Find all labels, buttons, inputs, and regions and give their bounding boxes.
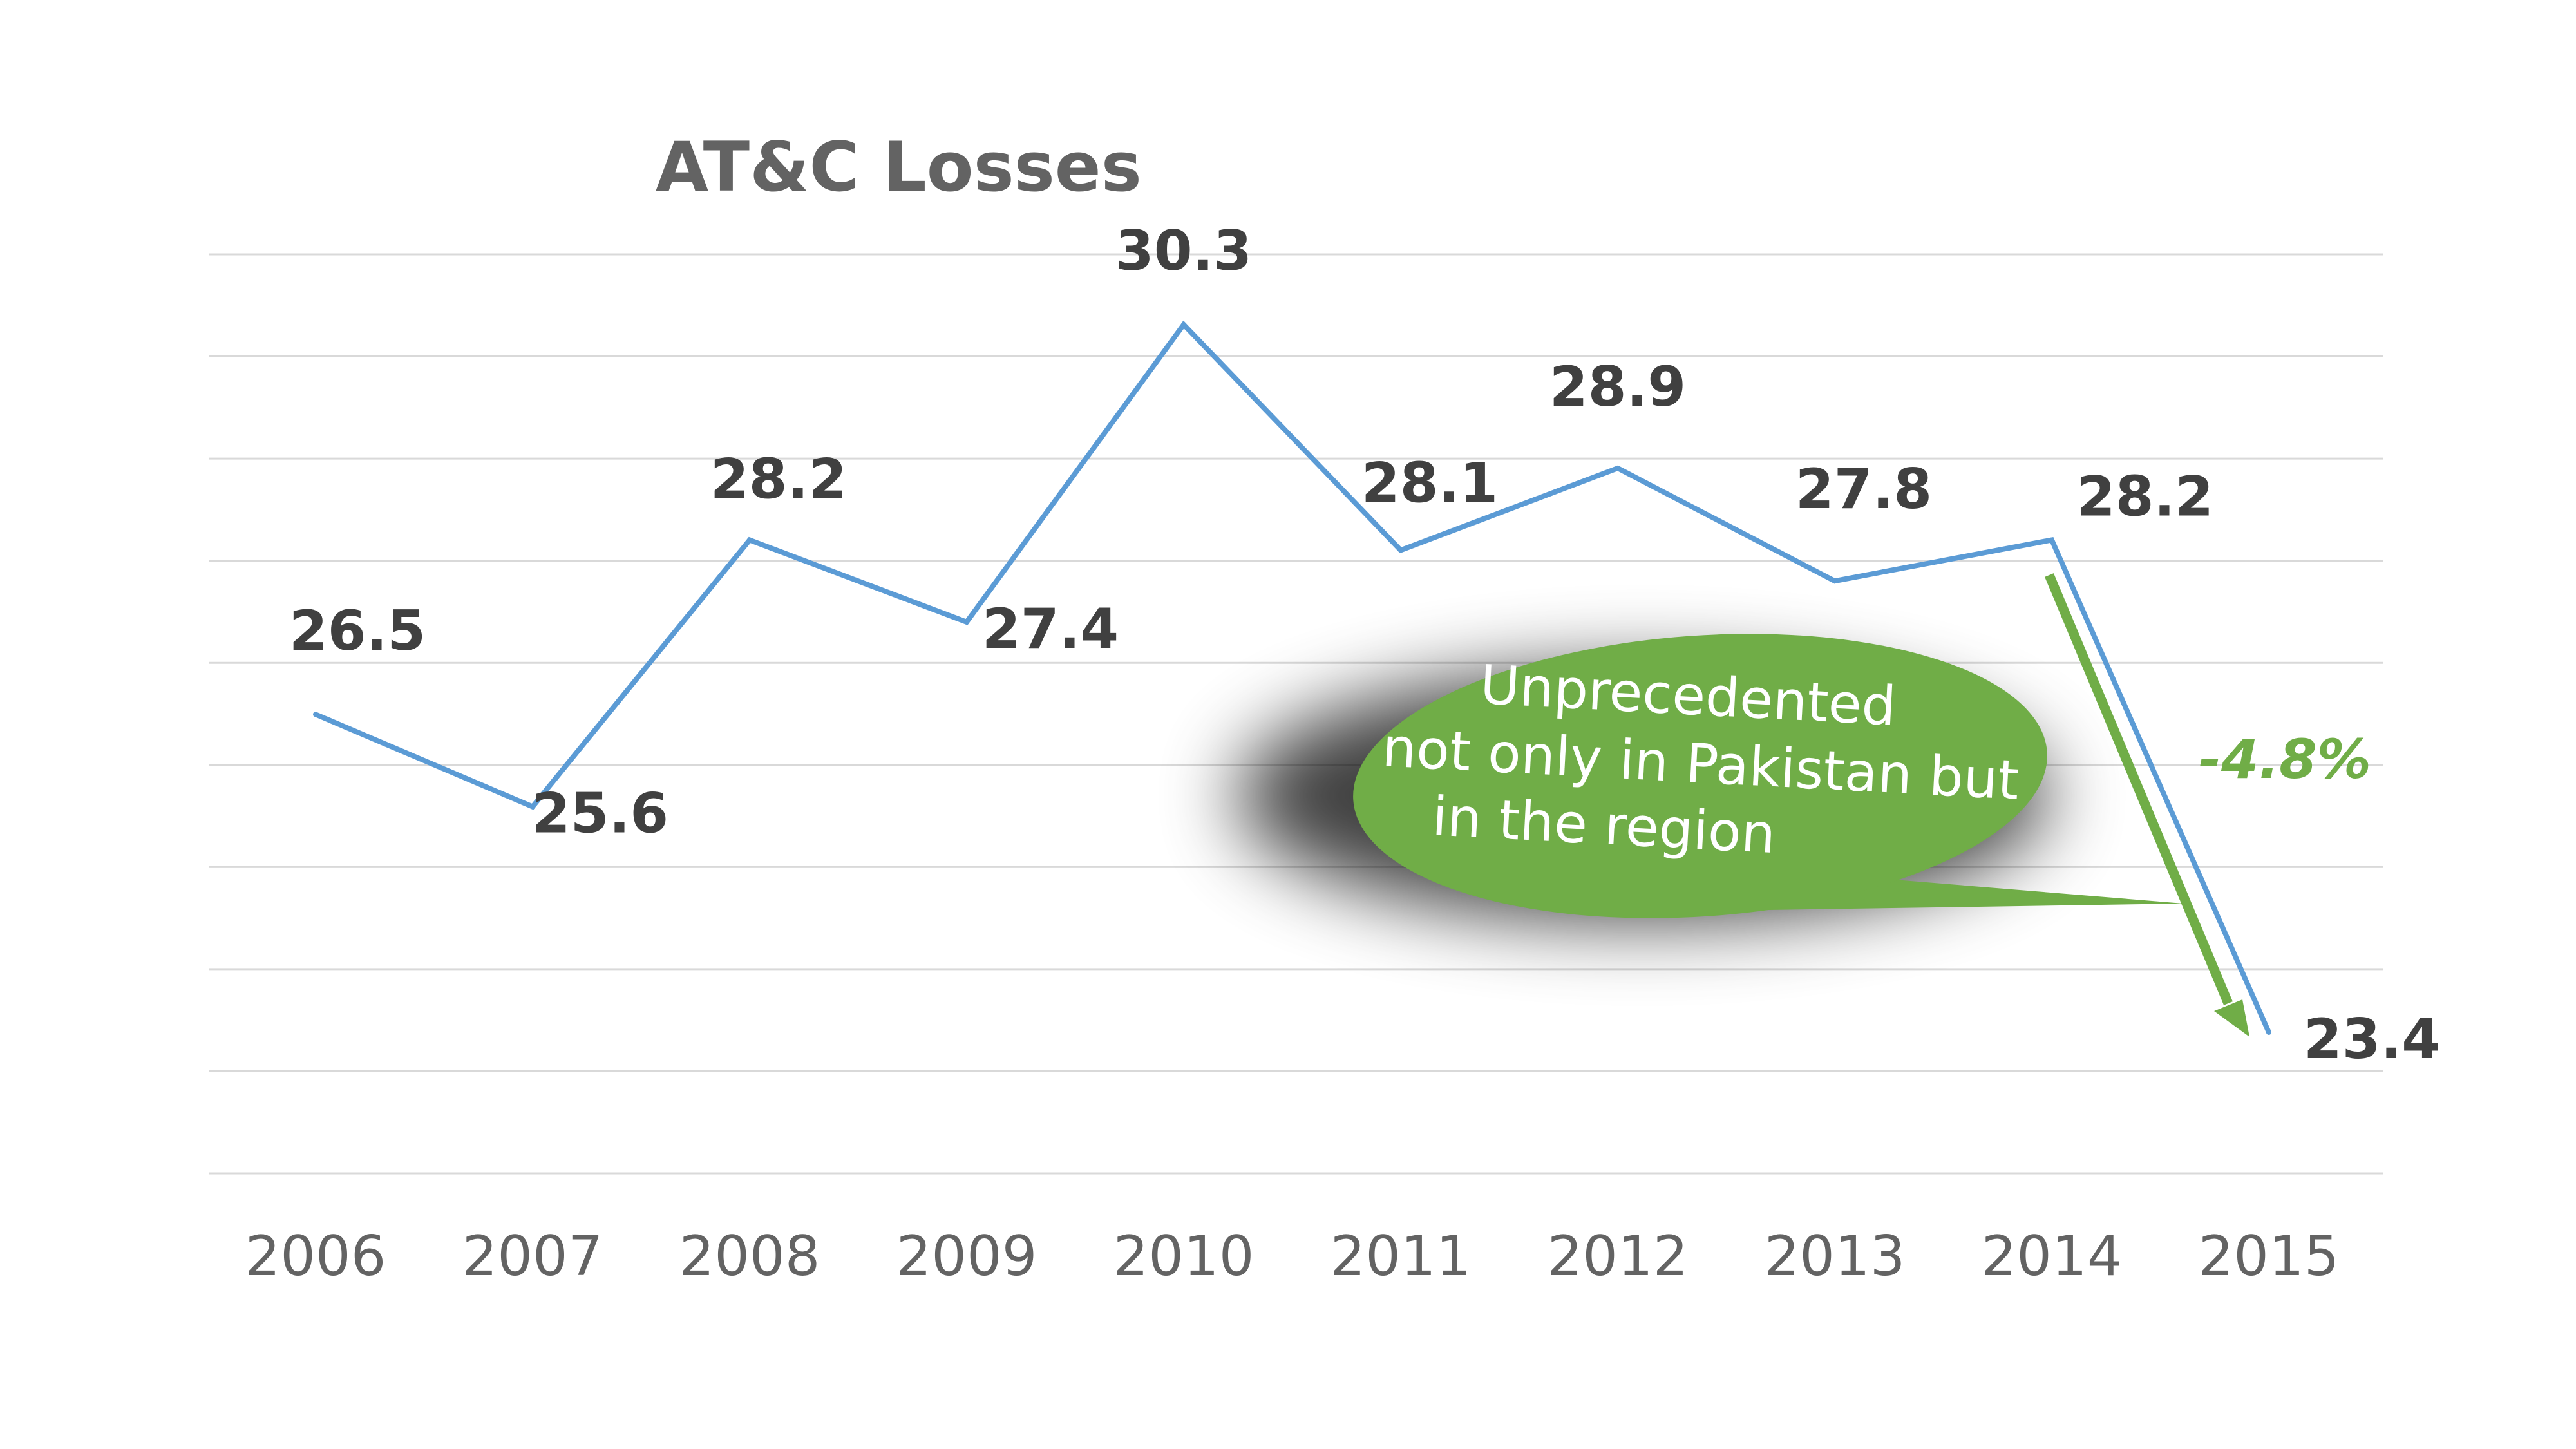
x-tick-label-2015: 2015: [2199, 1224, 2340, 1289]
data-point-2012: [1615, 465, 1620, 471]
data-point-2006: [313, 712, 318, 717]
data-label-2012: 28.9: [1549, 355, 1686, 419]
decline-arrow: [2045, 573, 2249, 1037]
data-label-2006: 26.5: [289, 599, 426, 663]
x-tick-label-2009: 2009: [896, 1224, 1037, 1289]
x-tick-label-2014: 2014: [1982, 1224, 2123, 1289]
data-point-2013: [1832, 578, 1837, 584]
data-label-2013: 27.8: [1795, 457, 1932, 522]
data-point-2010: [1181, 322, 1186, 327]
data-label-2007: 25.6: [532, 782, 668, 846]
x-tick-label-2007: 2007: [462, 1224, 603, 1289]
data-point-2015: [2266, 1030, 2271, 1035]
change-label: -4.8%: [2199, 728, 2371, 791]
data-point-2007: [530, 804, 535, 810]
decline-arrow-shaft: [2045, 573, 2233, 1005]
data-label-2008: 28.2: [710, 447, 847, 511]
series-line-atc-losses: [314, 320, 2271, 1034]
callout-ellipse: [1353, 634, 2047, 918]
data-label-2014: 28.2: [2077, 464, 2213, 529]
data-point-2009: [964, 619, 969, 625]
data-label-2009: 27.4: [982, 597, 1119, 661]
x-tick-label-2013: 2013: [1765, 1224, 1906, 1289]
data-label-2010: 30.3: [1115, 219, 1252, 283]
data-point-2014: [2049, 537, 2054, 543]
chart-title: AT&C Losses: [656, 128, 1142, 207]
decline-arrow-head: [2214, 999, 2249, 1037]
callout-bubble: Unprecedented not only in Pakistan but i…: [1353, 634, 2183, 918]
data-point-2011: [1398, 547, 1403, 553]
x-tick-label-2008: 2008: [679, 1224, 820, 1289]
x-tick-label-2006: 2006: [245, 1224, 386, 1289]
data-label-2015: 23.4: [2304, 1007, 2440, 1072]
x-tick-label-2011: 2011: [1331, 1224, 1472, 1289]
data-label-2011: 28.1: [1361, 451, 1498, 515]
gridlines: [209, 253, 2383, 1175]
x-tick-label-2012: 2012: [1548, 1224, 1689, 1289]
data-point-2008: [747, 537, 752, 543]
x-tick-label-2010: 2010: [1113, 1224, 1255, 1289]
